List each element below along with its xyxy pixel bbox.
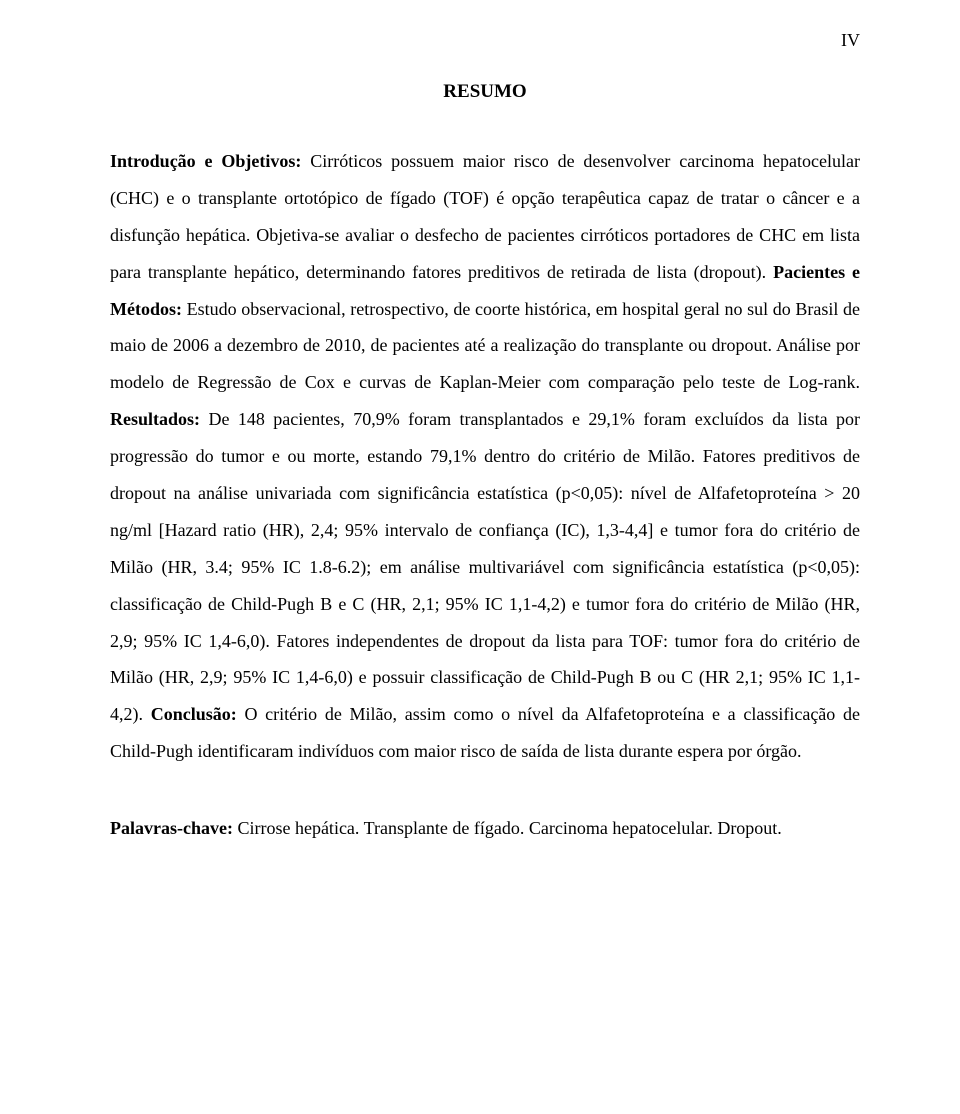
- page-number: IV: [110, 30, 860, 51]
- abstract-body: Introdução e Objetivos: Cirróticos possu…: [110, 143, 860, 770]
- keywords-text: Cirrose hepática. Transplante de fígado.…: [233, 818, 782, 838]
- results-label: Resultados:: [110, 409, 200, 429]
- section-title: RESUMO: [110, 81, 860, 103]
- keywords-line: Palavras-chave: Cirrose hepática. Transp…: [110, 810, 860, 847]
- methods-text: Estudo observacional, retrospectivo, de …: [110, 299, 860, 393]
- keywords-label: Palavras-chave:: [110, 818, 233, 838]
- intro-label: Introdução e Objetivos:: [110, 151, 301, 171]
- conclusion-label: Conclusão:: [151, 704, 237, 724]
- results-text: De 148 pacientes, 70,9% foram transplant…: [110, 409, 860, 724]
